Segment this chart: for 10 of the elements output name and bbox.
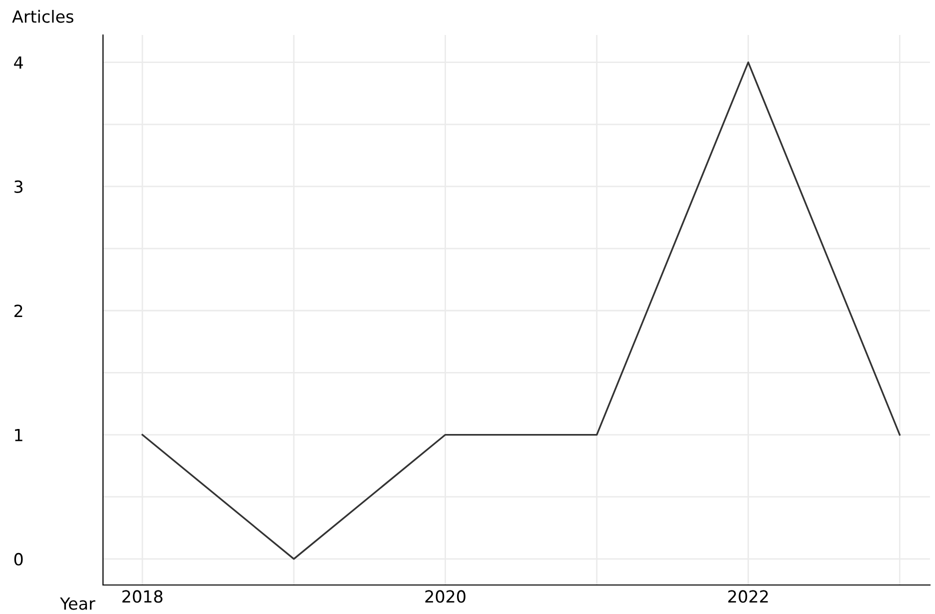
y-tick-label: 1 — [15, 428, 22, 442]
x-axis-title: Year — [60, 597, 96, 610]
x-tick-label: 2020 — [425, 590, 466, 603]
y-tick-label: 3 — [14, 180, 22, 194]
y-axis-title: Articles — [12, 10, 74, 23]
x-tick-label: 2018 — [122, 590, 162, 603]
x-tick-label: 2022 — [728, 590, 768, 603]
y-tick-label: 2 — [14, 304, 22, 317]
y-tick-label: 4 — [14, 56, 23, 69]
y-tick-label: 0 — [14, 552, 23, 566]
